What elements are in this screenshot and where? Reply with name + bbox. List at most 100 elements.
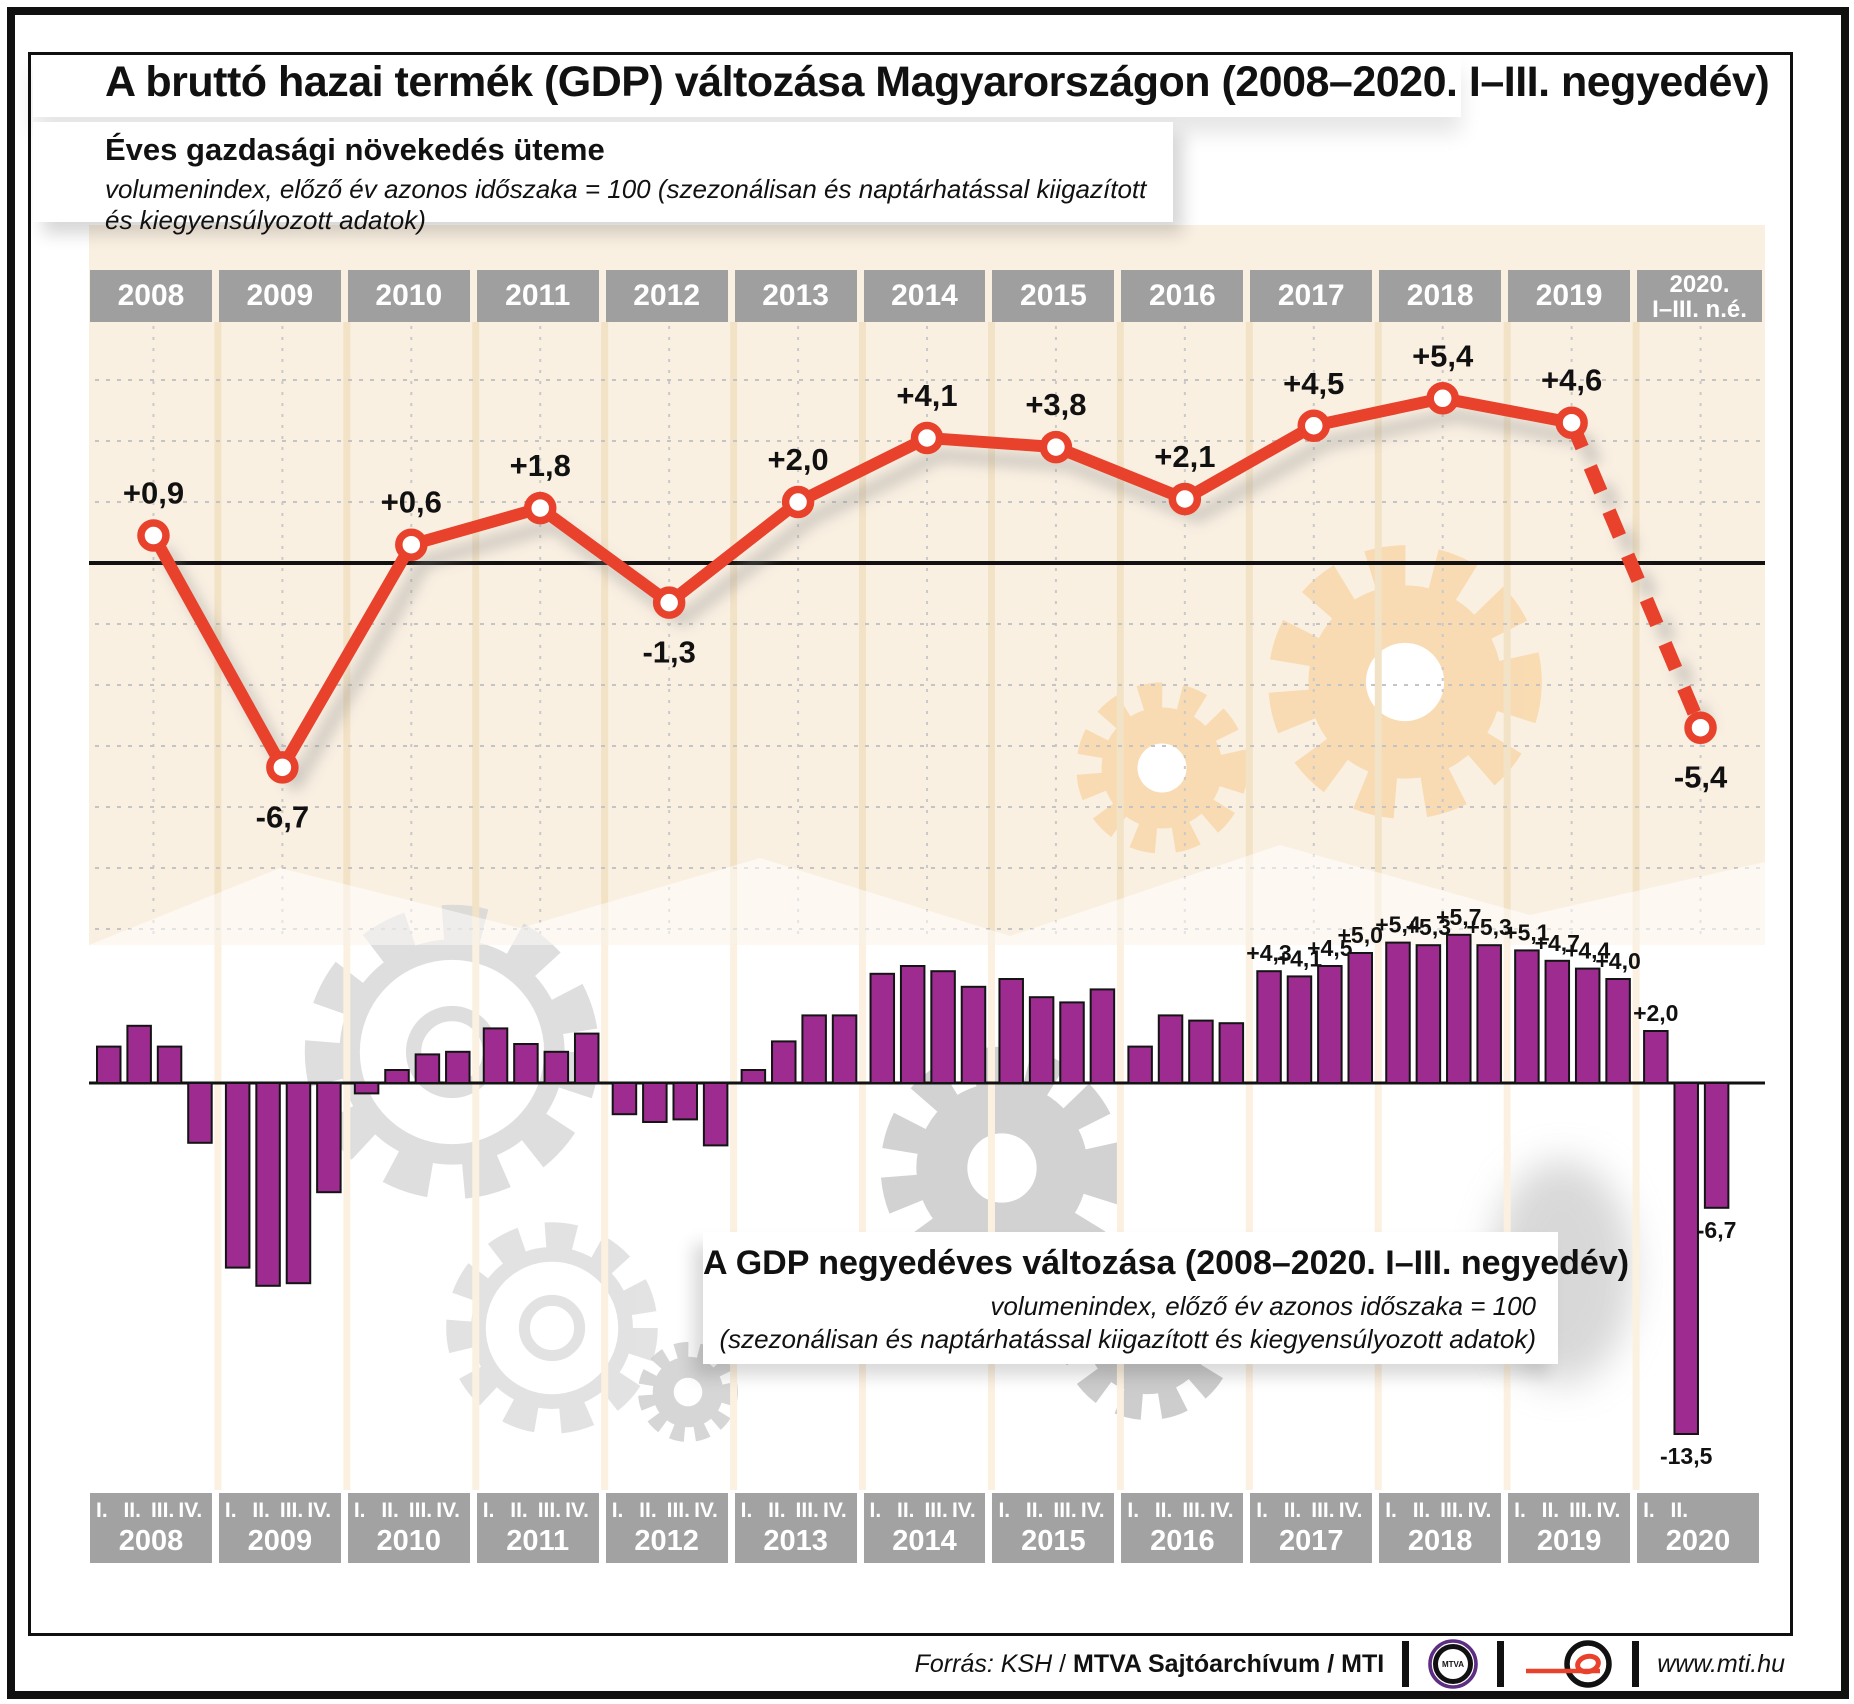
quarter-label: II. [1025, 1499, 1044, 1522]
quarter-label: IV. [823, 1499, 847, 1522]
quarter-label: I. [740, 1499, 753, 1522]
quarter-label: III. [537, 1499, 562, 1522]
quarter-label: III. [1053, 1499, 1077, 1522]
quarter-labels: I. II. III. IV. [348, 1499, 470, 1523]
quarterly-bar-series: +4,3+4,1+4,5+5,0+5,4+5,3+5,7+5,3+5,1+4,7… [89, 904, 1765, 1469]
footer-divider [1402, 1641, 1410, 1687]
year-label: 2013 [762, 279, 829, 312]
footer: Forrás: KSH / MTVA Sajtóarchívum / MTI M… [40, 1634, 1785, 1694]
year-label: 2019 [1536, 1525, 1602, 1557]
footer-divider [1497, 1641, 1505, 1687]
year-header-cell-2019: 2019 [1508, 270, 1631, 322]
year-label: 2008 [118, 1525, 184, 1557]
line-label-2014: +4,1 [896, 378, 957, 413]
slash: / [1059, 1649, 1067, 1678]
bar-2018-q4 [1476, 944, 1502, 1085]
bar-label-2017-q1: +4,3 [1246, 940, 1291, 966]
quarter-label [1698, 1499, 1725, 1523]
quarter-labels: I. II. III. IV. [90, 1499, 212, 1523]
bar-label-2017-q4: +5,0 [1338, 922, 1383, 948]
axis-cell-2019: I. II. III. IV. 2019 [1508, 1493, 1631, 1563]
year-label: 2013 [763, 1525, 828, 1557]
bar-2014-q1 [869, 972, 896, 1084]
bar-label-2018-q3: +5,7 [1436, 904, 1481, 930]
bar-label-2020-q3: -6,7 [1697, 1217, 1737, 1243]
quarter-label: IV. [1338, 1499, 1363, 1522]
bar-2019-q3 [1574, 967, 1601, 1084]
line-point-2018 [1426, 382, 1459, 415]
axis-cell-2015: I. II. III. IV. 2015 [992, 1493, 1115, 1563]
bar-label-2018-q1: +5,4 [1375, 912, 1421, 938]
bar-label-2019-q2: +4,7 [1535, 930, 1580, 956]
year-header-cell-2015: 2015 [992, 270, 1115, 322]
bar-2011-q3 [543, 1050, 570, 1085]
quarter-labels: I. II. III. IV. [219, 1499, 341, 1523]
line-label-2008: +0,9 [123, 476, 184, 511]
source-credit: Forrás: KSH / MTVA Sajtóarchívum / MTI [915, 1650, 1385, 1679]
quarter-label: II. [252, 1499, 270, 1522]
year-label: 2020 [1665, 1525, 1731, 1557]
quarter-label: IV. [1467, 1499, 1492, 1522]
quarter-label: II. [768, 1499, 786, 1522]
quarter-label: II. [1412, 1499, 1431, 1522]
bar-2009-q2 [255, 1082, 281, 1287]
bottom-chart-subtitle-1: volumenindex, előző év azonos időszaka =… [990, 1291, 1536, 1321]
bar-2015-q1 [998, 978, 1024, 1084]
quarter-label: II. [1541, 1499, 1560, 1522]
bar-label-2019-q3: +4,4 [1565, 938, 1611, 964]
background-mountains [89, 845, 1765, 945]
title-panel [33, 55, 1461, 117]
quarter-label [1725, 1499, 1752, 1523]
quarter-label: I. [1514, 1499, 1526, 1522]
bottom-chart-title-panel: A GDP negyedéves változása (2008–2020. I… [703, 1232, 1630, 1364]
bar-2013-q1 [740, 1069, 767, 1084]
bar-2016-q4 [1218, 1022, 1245, 1085]
quarter-label: I. [1643, 1499, 1655, 1522]
quarter-labels: I. II. III. IV. [1121, 1499, 1243, 1523]
quarter-label: II. [897, 1499, 915, 1522]
bar-2014-q3 [930, 970, 956, 1085]
bar-2009-q4 [316, 1082, 342, 1194]
source-agency: MTI [1341, 1649, 1385, 1678]
top-chart-gridlines [89, 322, 1765, 1490]
year-header-cell-2016: 2016 [1121, 270, 1244, 322]
bar-2010-q3 [414, 1053, 441, 1085]
quarter-label: I. [1385, 1499, 1397, 1522]
line-point-2013 [781, 485, 815, 519]
bar-2017-q3 [1317, 965, 1343, 1084]
quarter-label: II. [639, 1499, 657, 1522]
year-label: 2010 [375, 279, 443, 312]
bar-2016-q2 [1157, 1014, 1184, 1085]
quarter-label: III. [1569, 1499, 1593, 1522]
axis-cell-2011: I. II. III. IV. 2011 [476, 1493, 599, 1563]
bar-2019-q4 [1605, 978, 1631, 1084]
year-label: 2018 [1406, 279, 1474, 312]
quarter-label: I. [611, 1499, 624, 1522]
bottom-chart-title: A GDP negyedéves változása (2008–2020. I… [703, 1244, 1630, 1282]
year-label: 2011 [505, 279, 571, 312]
bar-label-2019-q1: +5,1 [1504, 919, 1550, 945]
axis-cell-2008: I. II. III. IV. 2008 [90, 1493, 212, 1563]
line-label-2020. I–III. n.é.: -5,4 [1674, 760, 1728, 795]
year-label: 2015 [1020, 279, 1087, 312]
year-header-cell-2008: 2008 [90, 270, 212, 322]
axis-cell-2009: I. II. III. IV. 2009 [218, 1493, 341, 1563]
year-header-cell-2017: 2017 [1250, 270, 1373, 322]
year-label: 2008 [117, 279, 185, 312]
quarter-label: III. [279, 1499, 304, 1522]
annual-line-series: +0,9 -6,7 +0,6 +1,8 -1,3 +2,0 +4,1 +3,8 +2,1 +4,5… [123, 338, 1728, 834]
year-header-cell-2010: 2010 [347, 270, 470, 322]
quarter-labels: I. II. III. IV. [1508, 1499, 1630, 1523]
bar-2020-q1 [1643, 1030, 1669, 1084]
footer-divider [1632, 1641, 1640, 1687]
year-label: 2016 [1148, 279, 1216, 312]
line-label-2018: +5,4 [1412, 338, 1474, 373]
quarter-labels: I. II. [1637, 1499, 1759, 1523]
bar-2010-q2 [384, 1069, 410, 1084]
axis-cell-2013: I. II. III. IV. 2013 [734, 1493, 857, 1563]
bar-2010-q1 [353, 1082, 380, 1095]
bar-2013-q4 [831, 1014, 858, 1085]
quarter-label: I. [869, 1499, 882, 1522]
quarter-label: IV. [1596, 1499, 1621, 1522]
mti-logo-icon [1526, 1640, 1612, 1688]
